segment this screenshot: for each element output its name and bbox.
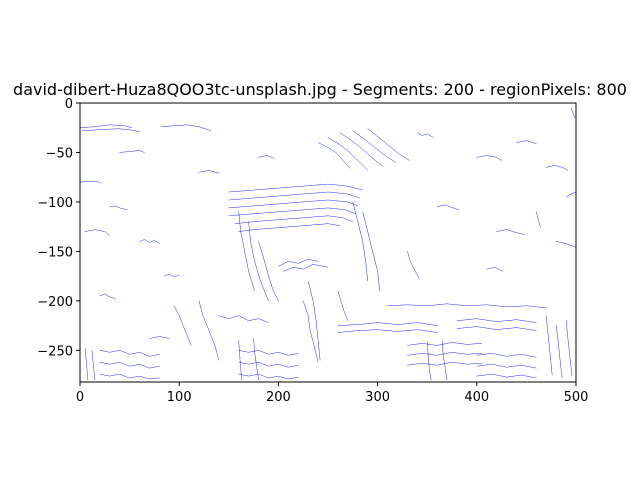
segment-line-56 (417, 132, 434, 138)
segment-line-10 (228, 207, 357, 217)
segment-line-22 (367, 128, 410, 161)
segment-line-0 (79, 124, 132, 128)
segment-line-68 (149, 336, 170, 339)
segment-line-21 (352, 130, 396, 163)
segment-line-63 (565, 191, 577, 198)
segment-line-42 (407, 342, 483, 346)
segment-line-62 (486, 266, 503, 272)
segment-line-28 (198, 300, 220, 361)
segment-line-26 (302, 300, 319, 363)
segment-line-43 (407, 352, 483, 356)
x-tick-label: 400 (464, 390, 489, 405)
segment-line-61 (555, 241, 577, 248)
segment-line-7 (228, 183, 363, 193)
segment-line-40 (337, 322, 438, 326)
segment-line-27 (173, 305, 192, 346)
x-tick-label: 300 (365, 390, 390, 405)
segment-line-48 (456, 326, 537, 331)
segment-line-25 (307, 280, 321, 361)
segment-line-66 (164, 273, 180, 278)
segment-line-2 (161, 124, 212, 131)
segment-line-34 (91, 350, 96, 381)
segment-line-57 (476, 155, 502, 161)
segment-line-13 (238, 211, 255, 292)
plot-area (79, 107, 577, 381)
segment-line-38 (238, 340, 242, 381)
segment-line-67 (99, 293, 116, 300)
chart-title: david-dibert-Huza8QOO3tc-unsplash.jpg - … (13, 80, 627, 99)
segment-line-32 (99, 373, 160, 380)
segment-line-49 (476, 353, 537, 358)
segment-line-53 (555, 325, 563, 379)
segment-line-9 (228, 199, 359, 209)
segment-line-36 (238, 361, 299, 368)
segment-line-16 (278, 259, 319, 267)
x-tick-label: 0 (76, 390, 84, 405)
x-axis: 0 100 200 300 400 500 (76, 382, 589, 405)
segment-line-39 (253, 338, 259, 381)
segment-line-65 (139, 239, 160, 244)
segment-line-17 (283, 264, 329, 272)
y-tick-label: −250 (37, 344, 73, 359)
segment-line-64 (536, 211, 541, 227)
segment-line-54 (565, 320, 573, 377)
segment-line-1 (81, 128, 140, 132)
y-tick-label: 0 (65, 97, 73, 112)
y-tick-label: −150 (37, 245, 73, 260)
segment-line-30 (99, 350, 160, 357)
segment-line-6 (84, 229, 111, 236)
segment-line-33 (84, 348, 89, 381)
segment-line-8 (228, 191, 360, 201)
segment-line-50 (476, 363, 537, 369)
segment-line-45 (426, 342, 432, 381)
segment-line-19 (327, 137, 368, 171)
segment-line-70 (337, 290, 349, 321)
segment-line-71 (198, 170, 220, 174)
segment-line-11 (234, 215, 354, 224)
segment-line-46 (441, 340, 448, 381)
segment-line-37 (238, 373, 299, 380)
segment-line-23 (352, 201, 368, 282)
segment-line-3 (119, 150, 145, 153)
y-tick-label: −50 (46, 146, 73, 161)
segment-line-29 (218, 315, 269, 323)
segment-line-4 (79, 180, 103, 185)
segment-line-18 (317, 142, 351, 169)
segment-line-73 (516, 140, 537, 144)
segment-line-69 (407, 251, 420, 280)
segment-line-15 (258, 241, 279, 302)
segment-line-55 (387, 303, 547, 309)
y-tick-label: −100 (37, 196, 73, 211)
y-axis: 0 −50 −100 −150 −200 −250 (37, 97, 80, 359)
segment-line-72 (258, 155, 275, 159)
segment-line-31 (99, 361, 160, 369)
segment-line-24 (362, 211, 380, 292)
x-tick-label: 100 (167, 390, 192, 405)
segment-line-74 (570, 107, 576, 119)
x-tick-label: 200 (266, 390, 291, 405)
axes-frame (79, 102, 577, 383)
segment-line-12 (238, 223, 341, 232)
segment-line-52 (545, 315, 553, 376)
segment-line-60 (496, 229, 525, 235)
segment-line-14 (248, 221, 269, 302)
segment-line-51 (476, 373, 537, 379)
segment-line-5 (109, 205, 128, 211)
segment-line-20 (339, 132, 383, 167)
segment-line-35 (238, 350, 299, 356)
x-tick-label: 500 (564, 390, 589, 405)
segment-line-41 (337, 329, 438, 333)
y-tick-label: −200 (37, 295, 73, 310)
segment-line-58 (545, 165, 569, 171)
segment-line-59 (436, 204, 460, 211)
segment-line-47 (456, 318, 537, 323)
